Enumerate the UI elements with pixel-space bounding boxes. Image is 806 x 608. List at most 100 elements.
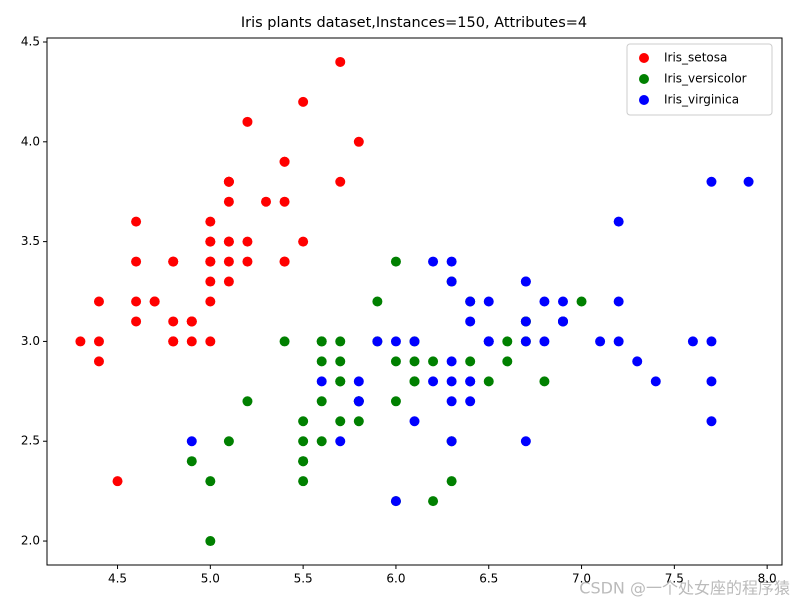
point — [316, 356, 327, 367]
point — [298, 96, 309, 107]
point — [298, 416, 309, 427]
point — [465, 356, 476, 367]
point — [93, 296, 104, 307]
point — [205, 536, 216, 547]
point — [131, 216, 142, 227]
point — [446, 436, 457, 447]
point — [242, 116, 253, 127]
point — [223, 176, 234, 187]
legend-label: Iris_virginica — [664, 93, 739, 107]
point — [576, 296, 587, 307]
point — [465, 376, 476, 387]
point — [520, 316, 531, 327]
point — [186, 316, 197, 327]
point — [353, 376, 364, 387]
point — [75, 336, 86, 347]
y-tick-label: 4.5 — [21, 34, 40, 48]
point — [149, 296, 160, 307]
point — [205, 216, 216, 227]
point — [409, 336, 420, 347]
legend-box — [626, 43, 773, 116]
x-tick-label: 7.0 — [572, 572, 591, 586]
point — [335, 436, 346, 447]
point — [465, 316, 476, 327]
x-tick-label: 6.0 — [386, 572, 405, 586]
legend-marker — [639, 95, 649, 105]
point — [223, 236, 234, 247]
point — [483, 296, 494, 307]
point — [261, 196, 272, 207]
point — [186, 436, 197, 447]
point — [743, 176, 754, 187]
point — [502, 336, 513, 347]
point — [298, 456, 309, 467]
point — [279, 256, 290, 267]
point — [539, 296, 550, 307]
point — [335, 356, 346, 367]
legend-label: Iris_versicolor — [664, 72, 747, 86]
point — [446, 276, 457, 287]
point — [335, 416, 346, 427]
point — [613, 296, 624, 307]
point — [483, 376, 494, 387]
point — [242, 236, 253, 247]
y-tick-label: 2.0 — [21, 534, 40, 548]
point — [390, 256, 401, 267]
point — [223, 196, 234, 207]
point — [205, 276, 216, 287]
point — [446, 356, 457, 367]
series — [186, 176, 754, 507]
point — [168, 256, 179, 267]
x-tick-label: 6.5 — [479, 572, 498, 586]
point — [353, 136, 364, 147]
x-tick-label: 8.0 — [758, 572, 777, 586]
point — [409, 356, 420, 367]
point — [298, 476, 309, 487]
point — [613, 336, 624, 347]
point — [223, 276, 234, 287]
y-tick-label: 3.0 — [21, 334, 40, 348]
point — [446, 376, 457, 387]
y-tick-label: 2.5 — [21, 434, 40, 448]
point — [557, 316, 568, 327]
point — [557, 296, 568, 307]
point — [279, 336, 290, 347]
x-tick-label: 7.5 — [665, 572, 684, 586]
point — [520, 436, 531, 447]
point — [520, 276, 531, 287]
x-tick-label: 5.5 — [294, 572, 313, 586]
point — [205, 336, 216, 347]
point — [131, 316, 142, 327]
point — [112, 476, 123, 487]
point — [650, 376, 661, 387]
point — [465, 296, 476, 307]
point — [428, 496, 439, 507]
point — [390, 356, 401, 367]
point — [353, 396, 364, 407]
point — [316, 396, 327, 407]
series — [186, 256, 587, 547]
point — [93, 356, 104, 367]
point — [428, 356, 439, 367]
point — [298, 436, 309, 447]
point — [539, 336, 550, 347]
chart-title: Iris plants dataset,Instances=150, Attri… — [241, 15, 587, 31]
point — [205, 256, 216, 267]
point — [706, 376, 717, 387]
point — [687, 336, 698, 347]
y-tick-label: 3.5 — [21, 234, 40, 248]
point — [186, 456, 197, 467]
point — [483, 336, 494, 347]
point — [279, 156, 290, 167]
point — [168, 336, 179, 347]
x-tick-label: 4.5 — [108, 572, 127, 586]
point — [205, 236, 216, 247]
point — [613, 216, 624, 227]
point — [186, 336, 197, 347]
point — [316, 436, 327, 447]
legend-label: Iris_setosa — [664, 51, 727, 65]
point — [390, 396, 401, 407]
point — [242, 256, 253, 267]
point — [706, 336, 717, 347]
